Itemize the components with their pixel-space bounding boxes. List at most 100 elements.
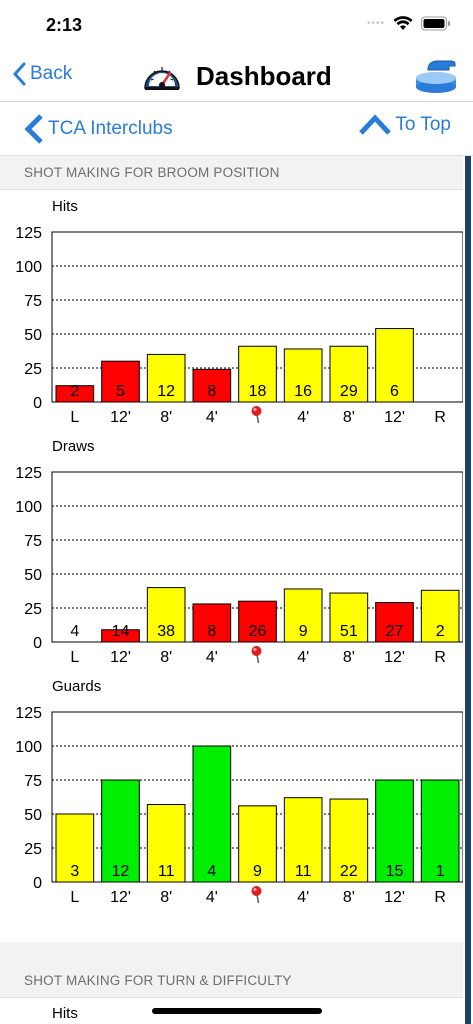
data-label: 9 bbox=[253, 863, 262, 880]
to-top-button[interactable]: To Top bbox=[359, 114, 451, 136]
status-bar: 2:13 •••• bbox=[0, 0, 473, 52]
wifi-icon bbox=[393, 16, 413, 30]
bar bbox=[329, 592, 369, 643]
bar bbox=[238, 805, 277, 883]
y-tick-label: 100 bbox=[15, 259, 42, 276]
y-tick-label: 75 bbox=[24, 533, 42, 550]
data-label: 4 bbox=[207, 863, 216, 880]
bar bbox=[192, 368, 232, 403]
chart-title-guards: Guards bbox=[52, 678, 102, 695]
sub-navigation-bar: TCA Interclubs To Top bbox=[0, 102, 473, 156]
data-label: 8 bbox=[207, 383, 216, 400]
tca-interclubs-link[interactable]: TCA Interclubs bbox=[24, 114, 173, 144]
y-tick-label: 75 bbox=[24, 293, 42, 310]
tca-interclubs-label: TCA Interclubs bbox=[48, 118, 173, 139]
x-tick-label: 12' bbox=[110, 889, 131, 906]
page-title: Dashboard bbox=[196, 60, 332, 91]
to-top-label: To Top bbox=[395, 114, 451, 135]
y-tick-label: 50 bbox=[24, 567, 42, 584]
y-tick-label: 75 bbox=[24, 773, 42, 790]
x-tick-label: 8' bbox=[343, 649, 355, 666]
battery-icon bbox=[421, 16, 450, 31]
x-tick-label: 8' bbox=[160, 409, 172, 426]
bar bbox=[283, 797, 323, 883]
data-label: 1 bbox=[436, 863, 445, 880]
signal-icon: •••• bbox=[366, 18, 385, 29]
data-label: 6 bbox=[390, 383, 399, 400]
bar bbox=[283, 348, 323, 403]
data-label: 12 bbox=[157, 383, 175, 400]
data-label: 15 bbox=[386, 863, 404, 880]
bar bbox=[55, 813, 95, 883]
bar bbox=[329, 345, 369, 403]
bar bbox=[375, 602, 414, 643]
x-tick-label: 4' bbox=[297, 889, 309, 906]
hits-chart: 0 25 50 75 100 125 2 L 5 12' 12 8' 8 4' 18 16 4' 29 8' 6 12'… bbox=[15, 225, 463, 426]
pin-icon bbox=[251, 886, 262, 904]
bar bbox=[375, 328, 414, 403]
chevron-left-icon bbox=[24, 114, 43, 144]
x-tick-label: 12' bbox=[384, 409, 405, 426]
bar bbox=[55, 385, 95, 403]
back-label: Back bbox=[30, 63, 73, 84]
scroll-indicator[interactable] bbox=[465, 156, 471, 1024]
x-tick-label: 8' bbox=[160, 649, 172, 666]
data-label: 26 bbox=[249, 623, 267, 640]
x-tick-label: R bbox=[434, 649, 446, 666]
data-label: 51 bbox=[340, 623, 358, 640]
pin-icon bbox=[251, 646, 262, 664]
pin-icon bbox=[251, 406, 262, 424]
bar bbox=[329, 798, 369, 883]
x-tick-label: R bbox=[434, 889, 446, 906]
x-tick-label: 8' bbox=[343, 409, 355, 426]
bar bbox=[238, 345, 277, 403]
status-time: 2:13 bbox=[46, 15, 83, 35]
draws-chart: 0 25 50 75 100 125 4 L 14 12' 38 8' 8 4' 26 9 4' 51 8' 27 12… bbox=[15, 465, 463, 666]
speedometer-icon bbox=[144, 67, 180, 90]
data-label: 2 bbox=[436, 623, 445, 640]
section-header-broom-position: SHOT MAKING FOR BROOM POSITION bbox=[0, 156, 463, 190]
bar bbox=[238, 600, 277, 643]
y-tick-label: 100 bbox=[15, 499, 42, 516]
x-tick-label: L bbox=[70, 649, 79, 666]
guards-chart: 0 25 50 75 100 125 3 L 12 12' 11 8' 4 4' 9 11 4' 22 8' 15 12… bbox=[15, 705, 463, 906]
data-label: 16 bbox=[294, 383, 312, 400]
bar bbox=[101, 629, 140, 643]
y-tick-label: 25 bbox=[24, 841, 42, 858]
bar bbox=[101, 360, 140, 403]
home-indicator[interactable] bbox=[152, 1008, 322, 1014]
x-tick-label: 12' bbox=[110, 409, 131, 426]
x-tick-label: 8' bbox=[160, 889, 172, 906]
bar bbox=[146, 587, 186, 643]
bar bbox=[192, 745, 232, 883]
data-label: 14 bbox=[112, 623, 130, 640]
data-label: 27 bbox=[386, 623, 404, 640]
data-label: 8 bbox=[207, 623, 216, 640]
y-tick-label: 25 bbox=[24, 601, 42, 618]
curling-stone-button[interactable] bbox=[413, 58, 459, 99]
x-tick-label: 4' bbox=[206, 649, 218, 666]
bar bbox=[420, 779, 460, 883]
data-label: 11 bbox=[158, 863, 175, 880]
data-label: 18 bbox=[249, 383, 267, 400]
chevron-up-icon bbox=[359, 114, 392, 135]
curling-stone-icon bbox=[416, 60, 456, 93]
x-tick-label: 12' bbox=[110, 649, 131, 666]
data-label: 4 bbox=[70, 623, 79, 640]
bar bbox=[375, 779, 414, 883]
bar bbox=[146, 353, 186, 403]
data-label: 38 bbox=[157, 623, 175, 640]
back-button[interactable]: Back bbox=[12, 62, 72, 86]
x-tick-label: 12' bbox=[384, 649, 405, 666]
bar bbox=[146, 803, 186, 883]
y-tick-label: 25 bbox=[24, 361, 42, 378]
bar bbox=[283, 588, 323, 643]
x-tick-label: L bbox=[70, 409, 79, 426]
section-divider bbox=[0, 942, 463, 964]
navigation-bar: Back Dashboard bbox=[0, 52, 473, 102]
section-title: SHOT MAKING FOR TURN & DIFFICULTY bbox=[24, 973, 292, 988]
data-label: 12 bbox=[112, 863, 130, 880]
data-label: 5 bbox=[116, 383, 125, 400]
status-icons: •••• bbox=[367, 16, 451, 31]
y-tick-label: 100 bbox=[15, 739, 42, 756]
